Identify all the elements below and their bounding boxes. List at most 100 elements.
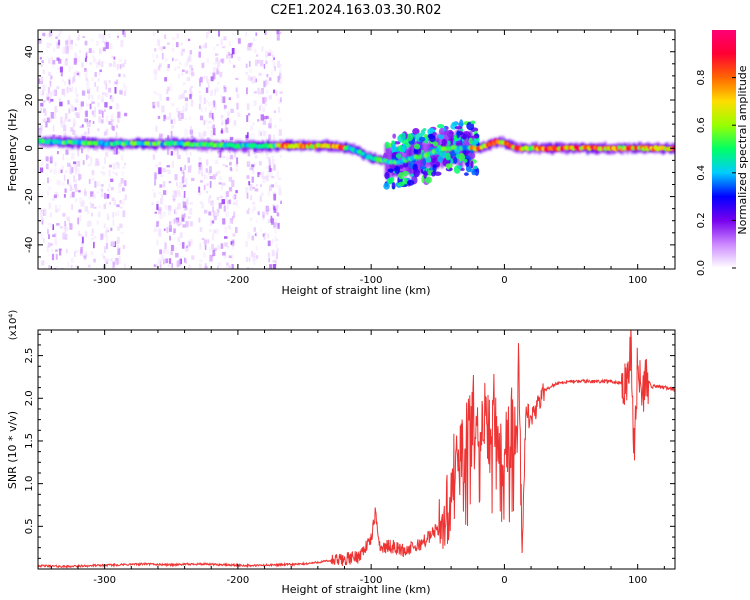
- heatmap-noise-cell: [152, 153, 154, 158]
- heatmap-noise-cell: [124, 59, 127, 64]
- heatmap-noise-cell: [69, 88, 72, 92]
- heatmap-noise-cell: [95, 40, 99, 46]
- heatmap-noise-cell: [104, 258, 107, 265]
- snr-x-axis-label: Height of straight line (km): [281, 583, 430, 596]
- heatmap-noise-cell: [67, 41, 71, 48]
- heatmap-noise-cell: [175, 107, 179, 113]
- heatmap-noise-cell: [51, 198, 56, 201]
- heatmap-noise-cell: [48, 58, 50, 64]
- heatmap-noise-cell: [231, 180, 235, 187]
- heatmap-noise-cell: [262, 120, 267, 125]
- heatmap-noise-cell: [178, 117, 182, 121]
- heatmap-noise-cell: [74, 112, 77, 116]
- heatmap-noise-cell: [186, 60, 188, 66]
- heatmap-noise-cell: [272, 260, 276, 263]
- heatmap-noise-cell: [226, 261, 229, 268]
- heatmap-noise-cell: [225, 127, 229, 133]
- heatmap-noise-cell: [169, 221, 172, 228]
- heatmap-noise-cell: [168, 112, 172, 120]
- x-tick-label: -100: [360, 275, 383, 286]
- heatmap-noise-cell: [58, 33, 61, 37]
- heatmap-noise-cell: [154, 179, 156, 186]
- heatmap-noise-cell: [247, 162, 251, 165]
- heatmap-noise-cell: [157, 257, 161, 264]
- heatmap-noise-cell: [117, 236, 120, 244]
- heatmap-noise-cell: [85, 75, 88, 80]
- heatmap-noise-cell: [185, 178, 188, 185]
- heatmap-noise-cell: [270, 184, 274, 188]
- heatmap-noise-cell: [221, 128, 223, 132]
- heatmap-noise-cell: [166, 248, 169, 255]
- heatmap-noise-cell: [85, 103, 89, 107]
- heatmap-noise-cell: [245, 256, 249, 262]
- heatmap-noise-cell: [112, 163, 116, 170]
- heatmap-noise-cell: [189, 221, 193, 227]
- heatmap-noise-cell: [183, 191, 186, 198]
- heatmap-noise-cell: [245, 31, 248, 37]
- heatmap-noise-cell: [159, 249, 163, 255]
- heatmap-noise-cell: [70, 265, 73, 268]
- heatmap-noise-cell: [173, 218, 176, 224]
- heatmap-noise-cell: [232, 240, 235, 245]
- heatmap-noise-cell: [216, 196, 220, 201]
- heatmap-noise-cell: [70, 168, 73, 175]
- heatmap-noise-cell: [215, 172, 218, 177]
- heatmap-noise-cell: [109, 148, 114, 152]
- heatmap-noise-cell: [199, 201, 203, 204]
- heatmap-noise-cell: [267, 233, 270, 239]
- heatmap-noise-cell: [79, 215, 82, 222]
- heatmap-noise-cell: [162, 181, 166, 188]
- heatmap-noise-cell: [91, 237, 94, 241]
- heatmap-noise-cell: [122, 199, 126, 206]
- heatmap-noise-cell: [181, 72, 184, 76]
- heatmap-noise-cell: [97, 128, 100, 132]
- heatmap-noise-cell: [84, 206, 88, 212]
- heatmap-noise-cell: [276, 30, 280, 34]
- heatmap-noise-cell: [185, 221, 189, 228]
- heatmap-noise-cell: [274, 235, 277, 242]
- heatmap-noise-cell: [112, 261, 115, 268]
- heatmap-noise-cell: [159, 212, 163, 220]
- colorbar-tick-label: 0.6: [696, 117, 707, 133]
- heatmap-noise-cell: [189, 64, 193, 69]
- heatmap-blob: [447, 140, 451, 146]
- heatmap-noise-cell: [99, 62, 103, 67]
- heatmap-noise-cell: [42, 69, 45, 75]
- heatmap-noise-cell: [46, 190, 50, 196]
- heatmap-noise-cell: [247, 150, 251, 157]
- heatmap-noise-cell: [158, 191, 162, 195]
- heatmap-noise-cell: [46, 96, 50, 101]
- heatmap-noise-cell: [167, 42, 170, 45]
- heatmap-noise-cell: [42, 182, 46, 186]
- heatmap-noise-cell: [182, 224, 186, 228]
- heatmap-noise-cell: [67, 183, 71, 186]
- heatmap-noise-cell: [228, 255, 232, 259]
- heatmap-noise-cell: [60, 116, 63, 124]
- heatmap-noise-cell: [102, 47, 106, 52]
- heatmap-blob: [428, 167, 434, 171]
- heatmap-noise-cell: [208, 120, 212, 124]
- heatmap-noise-cell: [217, 263, 220, 266]
- heatmap-blob: [454, 126, 463, 130]
- heatmap-noise-cell: [229, 161, 232, 166]
- heatmap-noise-cell: [79, 233, 82, 237]
- heatmap-noise-cell: [175, 207, 179, 211]
- heatmap-noise-cell: [158, 46, 162, 50]
- heatmap-noise-cell: [60, 169, 63, 174]
- heatmap-noise-cell: [89, 221, 93, 227]
- heatmap-noise-cell: [73, 183, 78, 189]
- heatmap-noise-cell: [49, 78, 52, 84]
- heatmap-noise-cell: [259, 105, 261, 111]
- heatmap-noise-cell: [184, 97, 189, 101]
- heatmap-noise-cell: [182, 215, 185, 219]
- heatmap-noise-cell: [263, 132, 267, 137]
- heatmap-noise-cell: [43, 238, 45, 243]
- heatmap-noise-cell: [91, 228, 94, 234]
- heatmap-noise-cell: [221, 58, 225, 64]
- heatmap-noise-cell: [119, 200, 122, 204]
- heatmap-noise-cell: [209, 247, 211, 253]
- heatmap-noise-cell: [48, 234, 50, 240]
- heatmap-noise-cell: [235, 77, 239, 80]
- heatmap-noise-cell: [101, 95, 104, 102]
- heatmap-noise-cell: [222, 36, 227, 39]
